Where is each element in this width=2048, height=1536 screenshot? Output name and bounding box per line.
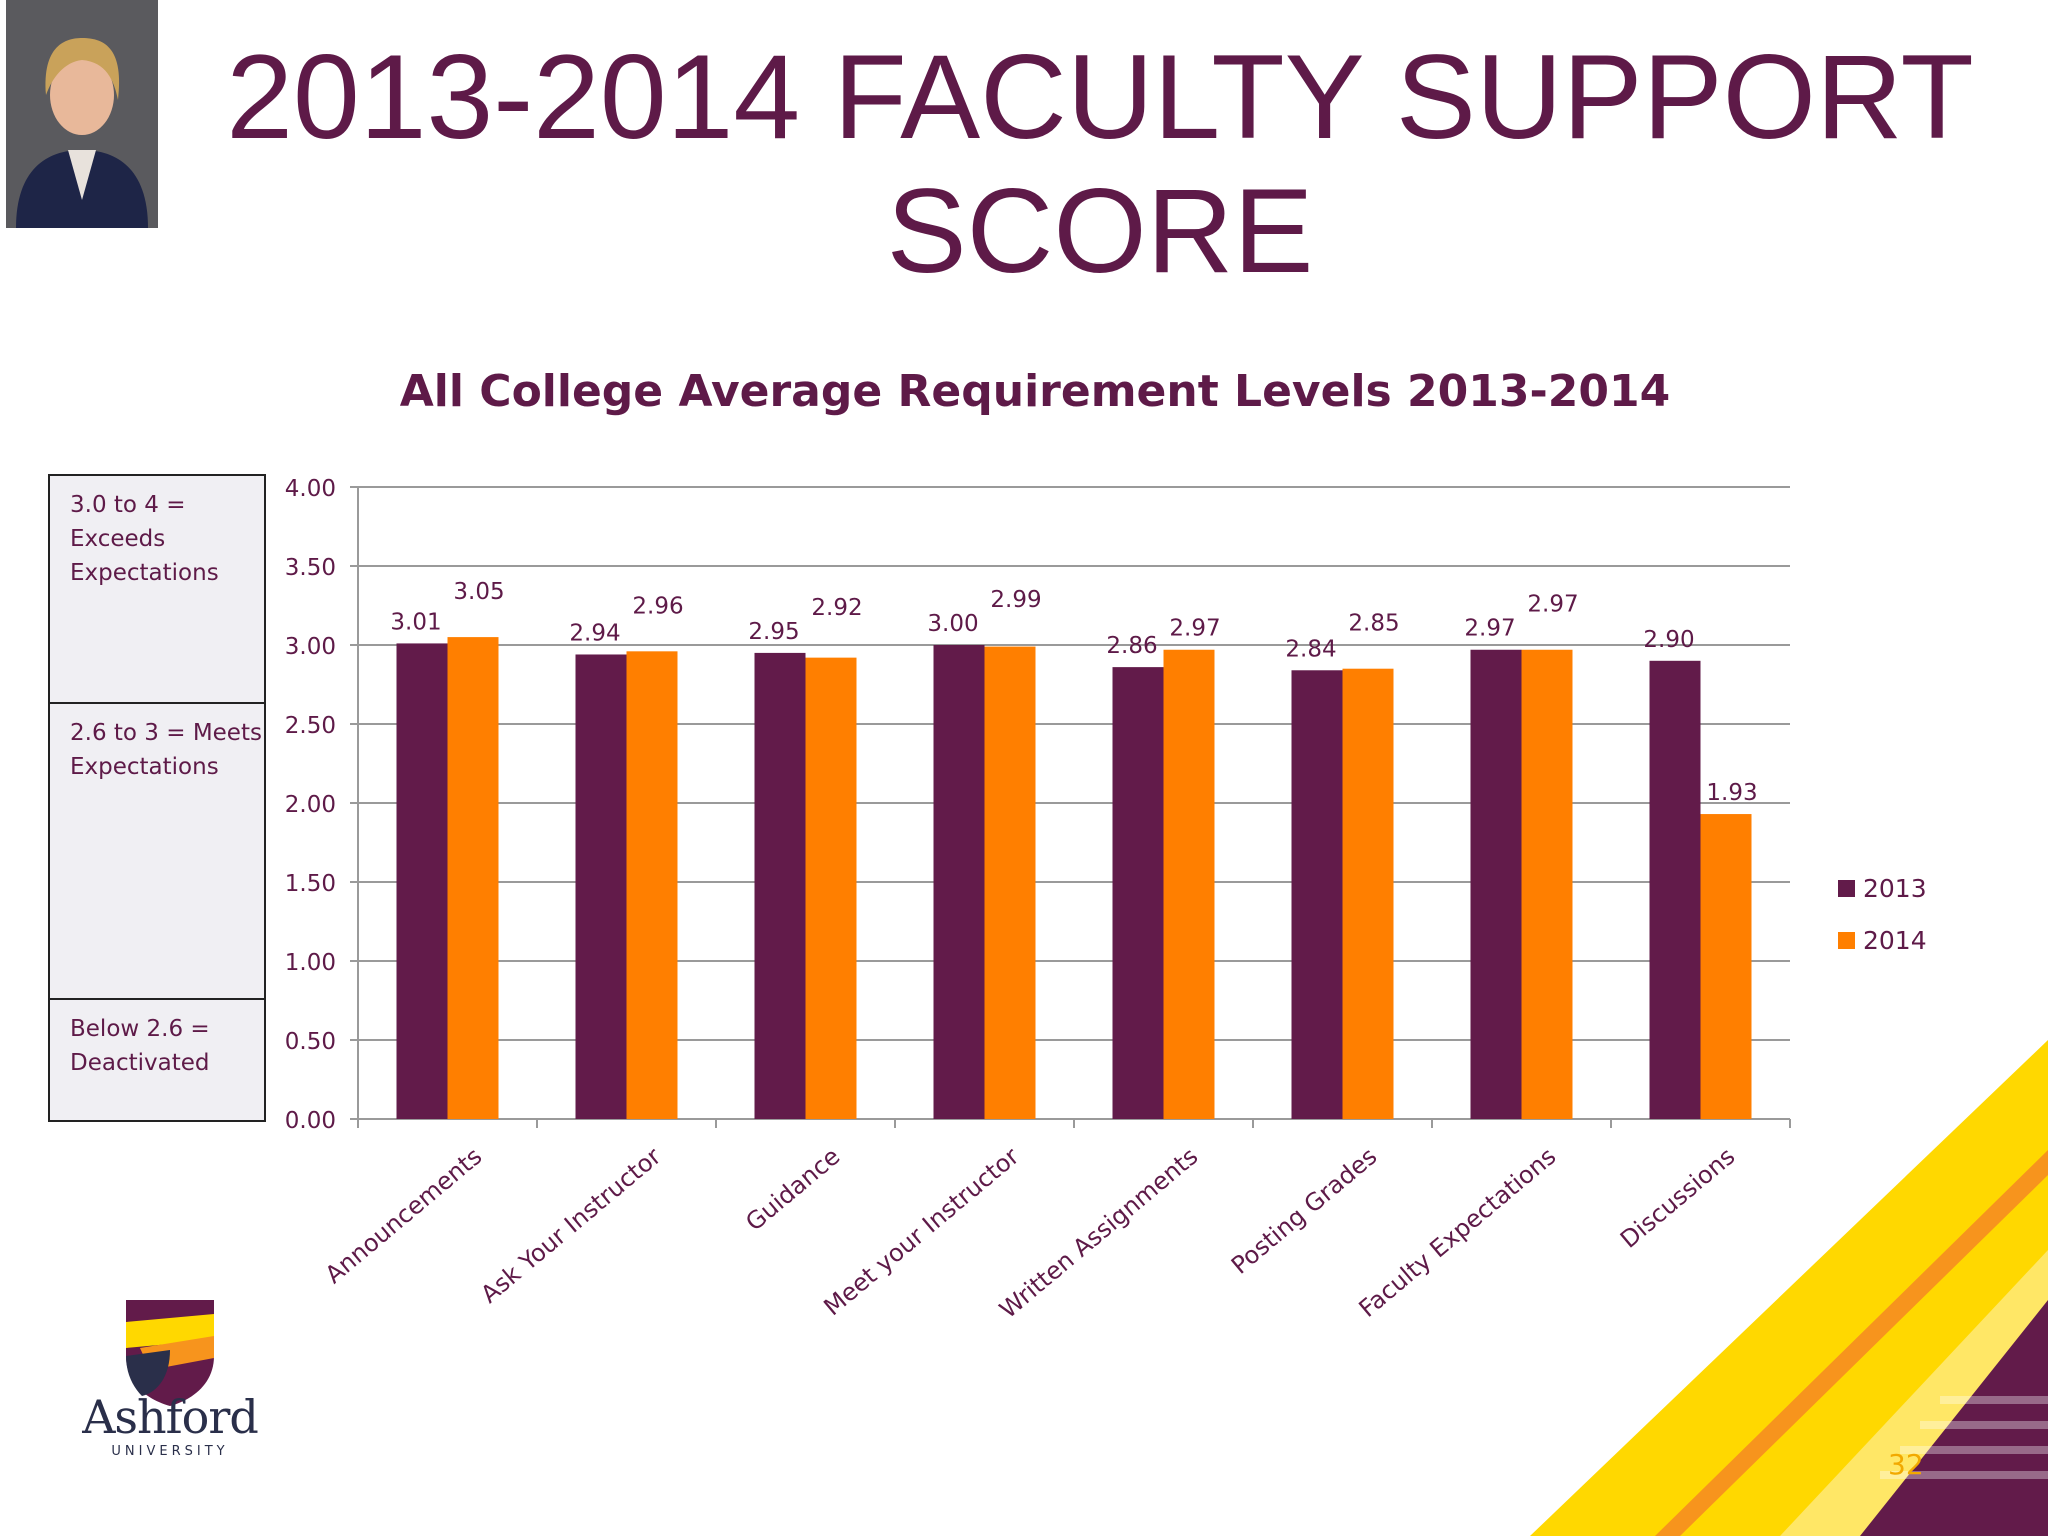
legend-label-2013: 2013 bbox=[1863, 873, 1927, 903]
y-tick-label: 3.50 bbox=[285, 555, 336, 581]
y-tick-label: 0.00 bbox=[285, 1108, 336, 1134]
bar-2013 bbox=[575, 654, 627, 1119]
x-tick-label: Ask Your Instructor bbox=[475, 1142, 666, 1309]
bar-2014 bbox=[447, 637, 499, 1119]
slide-title: 2013-2014 FACULTY SUPPORT SCORE bbox=[226, 30, 1974, 298]
data-label: 2.97 bbox=[1527, 592, 1578, 618]
series-legend: 2013 2014 bbox=[1838, 862, 1927, 966]
logo-wordmark: Ashford bbox=[82, 1390, 259, 1444]
x-tick-label: Posting Grades bbox=[1226, 1142, 1382, 1280]
data-label: 2.86 bbox=[1106, 633, 1157, 659]
legend-label-2014: 2014 bbox=[1863, 925, 1927, 955]
data-label: 2.97 bbox=[1464, 616, 1515, 642]
bar-2013 bbox=[1291, 670, 1343, 1119]
bar-2014 bbox=[1342, 668, 1394, 1119]
chart-title: All College Average Requirement Levels 2… bbox=[399, 366, 1671, 417]
legend-item-2014: 2014 bbox=[1838, 914, 1927, 966]
x-tick-label: Meet your Instructor bbox=[818, 1142, 1024, 1321]
bar-2013 bbox=[1649, 660, 1701, 1119]
data-label: 3.00 bbox=[927, 611, 978, 637]
presenter-photo bbox=[6, 0, 158, 228]
bar-2013 bbox=[1112, 667, 1164, 1119]
bar-2014 bbox=[1521, 649, 1573, 1119]
data-label: 2.94 bbox=[569, 620, 620, 646]
y-tick-label: 0.50 bbox=[285, 1029, 336, 1055]
swatch-2014 bbox=[1838, 931, 1855, 949]
bar-2014 bbox=[805, 657, 857, 1119]
x-tick-label: Written Assignments bbox=[994, 1142, 1203, 1324]
data-label: 3.05 bbox=[453, 579, 504, 605]
data-label: 2.97 bbox=[1169, 616, 1220, 642]
legend-item-2013: 2013 bbox=[1838, 862, 1927, 914]
legend-exceeds: 3.0 to 4 = Exceeds Expectations bbox=[50, 476, 264, 704]
bar-2013 bbox=[754, 652, 806, 1119]
data-label: 2.84 bbox=[1285, 636, 1336, 662]
data-label: 2.85 bbox=[1348, 611, 1399, 637]
legend-meets: 2.6 to 3 = Meets Expectations bbox=[50, 704, 264, 1000]
y-tick-label: 1.50 bbox=[285, 871, 336, 897]
data-label: 1.93 bbox=[1706, 780, 1757, 806]
data-label: 2.99 bbox=[990, 587, 1041, 613]
score-legend-box: 3.0 to 4 = Exceeds Expectations 2.6 to 3… bbox=[48, 474, 266, 1122]
data-label: 2.90 bbox=[1643, 627, 1694, 653]
bar-2014 bbox=[1700, 814, 1752, 1119]
x-tick-label: Discussions bbox=[1615, 1142, 1740, 1254]
page-number: 32 bbox=[1888, 1448, 1924, 1481]
x-tick-label: Faculty Expectations bbox=[1354, 1142, 1562, 1323]
y-tick-label: 3.00 bbox=[285, 634, 336, 660]
y-tick-label: 1.00 bbox=[285, 950, 336, 976]
bar-2013 bbox=[1470, 649, 1522, 1119]
bar-2014 bbox=[984, 646, 1036, 1119]
swatch-2013 bbox=[1838, 879, 1855, 897]
bar-2013 bbox=[933, 645, 985, 1119]
x-tick-label: Guidance bbox=[740, 1142, 845, 1236]
y-tick-label: 2.50 bbox=[285, 713, 336, 739]
bar-2014 bbox=[1163, 649, 1215, 1119]
y-tick-label: 2.00 bbox=[285, 792, 336, 818]
bar-2014 bbox=[626, 651, 678, 1119]
university-logo bbox=[126, 1300, 214, 1406]
data-label: 2.92 bbox=[811, 595, 862, 621]
y-tick-label: 4.00 bbox=[285, 476, 336, 502]
bar-2013 bbox=[396, 643, 448, 1119]
x-tick-label: Announcements bbox=[320, 1142, 488, 1289]
legend-deactivated: Below 2.6 = Deactivated bbox=[70, 1016, 210, 1076]
data-label: 2.96 bbox=[632, 593, 683, 619]
logo-tagline: UNIVERSITY bbox=[111, 1444, 229, 1459]
data-label: 3.01 bbox=[390, 609, 441, 635]
data-label: 2.95 bbox=[748, 619, 799, 645]
